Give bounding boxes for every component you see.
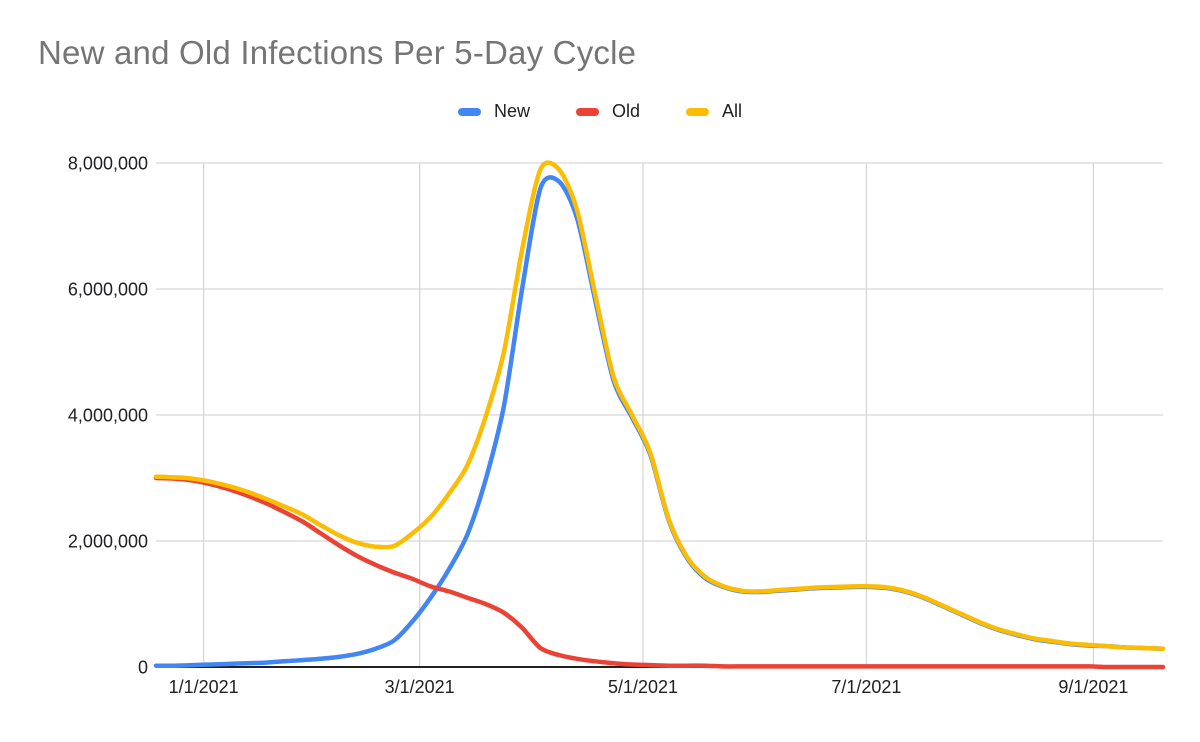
series-line-new [153,175,1166,668]
legend-swatch-all [686,107,709,116]
chart-legend: New Old All [0,101,1200,122]
series-line-all [153,160,1166,651]
y-tick-label: 0 [138,658,148,678]
x-tick-label: 9/1/2021 [1058,677,1128,697]
y-tick-label: 6,000,000 [68,280,148,300]
x-tick-label: 5/1/2021 [608,677,678,697]
chart-title: New and Old Infections Per 5-Day Cycle [38,34,637,71]
legend-item-new: New [457,101,530,122]
x-tick-label: 7/1/2021 [831,677,901,697]
legend-label-new: New [493,101,530,121]
y-tick-label: 8,000,000 [68,154,148,174]
y-tick-label: 4,000,000 [68,406,148,426]
legend-swatch-new [457,107,481,116]
legend-swatch-old [575,107,599,116]
legend-item-all: All [686,101,742,122]
legend-label-all: All [722,101,743,121]
series-line-old [153,475,1166,670]
legend-item-old: Old [575,101,640,122]
legend-label-old: Old [611,101,640,121]
x-tick-label: 1/1/2021 [169,677,239,697]
x-tick-label: 3/1/2021 [385,677,455,697]
y-tick-label: 2,000,000 [68,532,148,552]
